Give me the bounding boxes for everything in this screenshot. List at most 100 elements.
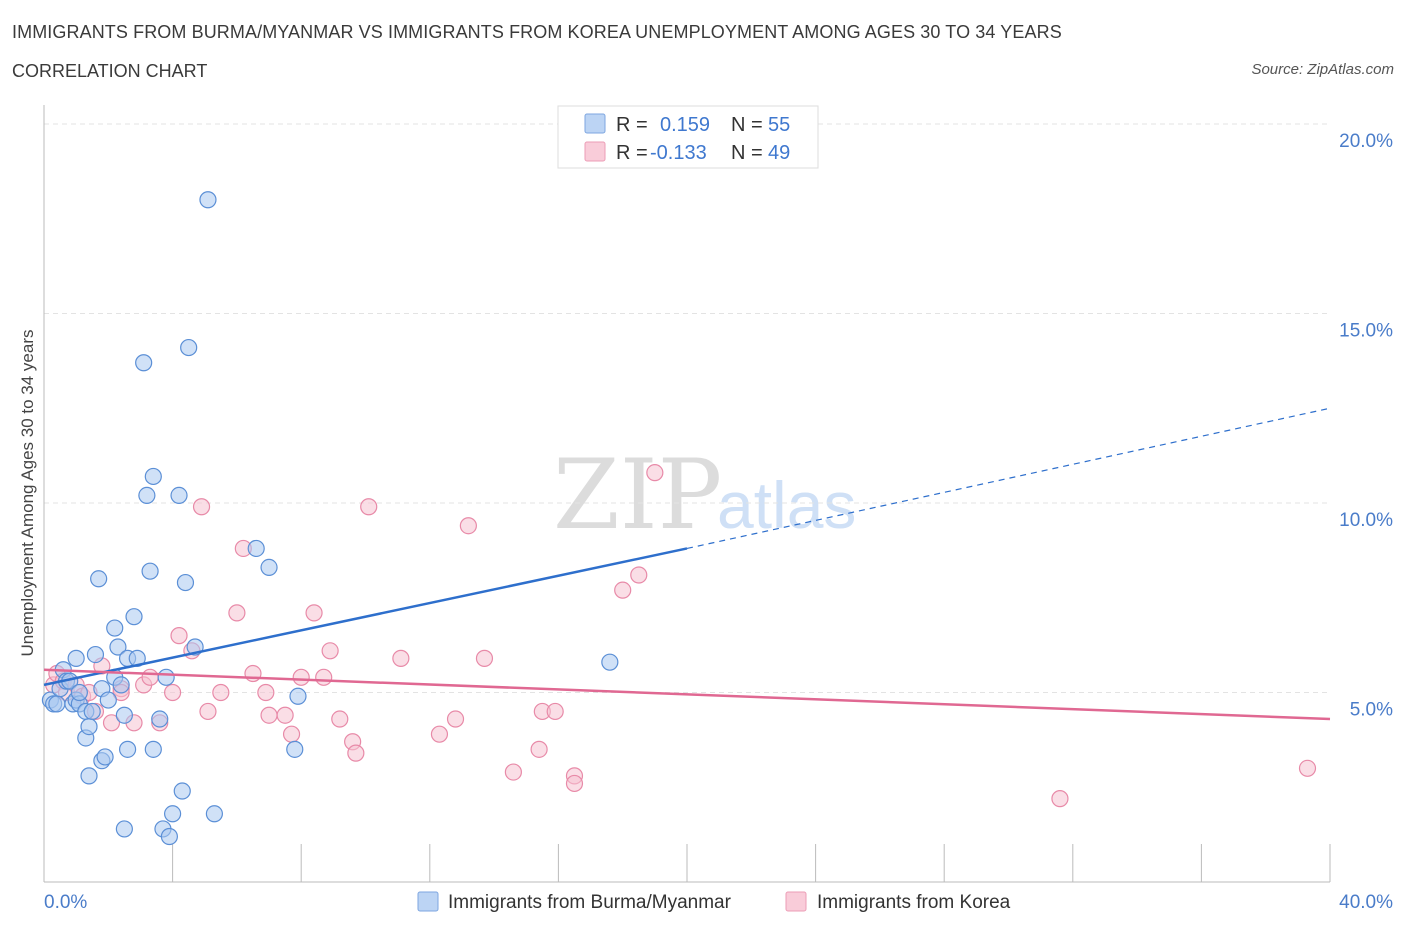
korea-point[interactable] — [1298, 759, 1317, 777]
burma-point[interactable] — [67, 649, 85, 667]
korea-point[interactable] — [459, 517, 477, 535]
watermark-zip: ZIP — [553, 439, 722, 551]
burma-point[interactable] — [144, 740, 162, 758]
y-tick-label: 5.0% — [1350, 699, 1393, 720]
korea-point[interactable] — [646, 464, 664, 482]
korea-point[interactable] — [360, 498, 378, 516]
burma-point[interactable] — [70, 683, 88, 702]
burma-point[interactable] — [151, 710, 169, 728]
korea-point[interactable] — [282, 725, 301, 743]
bottom-legend-swatch-burma[interactable] — [417, 891, 439, 912]
bottom-legend-swatch-korea[interactable] — [785, 891, 807, 912]
korea-point[interactable] — [565, 774, 584, 793]
legend-n-label-burma: N = — [731, 114, 763, 136]
legend-r-value-burma: 0.159 — [660, 114, 710, 136]
korea-point[interactable] — [430, 725, 449, 743]
korea-point[interactable] — [199, 702, 217, 721]
burma-point[interactable] — [115, 706, 133, 724]
korea-point[interactable] — [347, 744, 365, 762]
burma-point[interactable] — [260, 558, 278, 577]
korea-point[interactable] — [141, 668, 159, 686]
korea-point[interactable] — [164, 683, 182, 702]
korea-point[interactable] — [315, 668, 333, 686]
bottom-legend-label-korea[interactable]: Immigrants from Korea — [817, 892, 1011, 913]
korea-point[interactable] — [546, 702, 564, 721]
korea-point[interactable] — [170, 627, 188, 645]
burma-point[interactable] — [118, 740, 137, 758]
y-tick-labels: 5.0% 10.0% 15.0% 20.0% — [1339, 131, 1393, 721]
korea-point[interactable] — [630, 566, 648, 584]
burma-point[interactable] — [48, 695, 66, 713]
korea-point[interactable] — [292, 668, 310, 686]
burma-point[interactable] — [160, 827, 178, 846]
burma-point[interactable] — [170, 486, 188, 504]
burma-point[interactable] — [176, 573, 195, 592]
korea-point[interactable] — [276, 706, 294, 724]
burma-point[interactable] — [205, 805, 223, 823]
burma-point[interactable] — [601, 653, 619, 671]
correlation-legend: R = 0.159 N = 55 R = -0.133 N = 49 — [557, 105, 819, 169]
korea-point[interactable] — [1051, 790, 1069, 808]
korea-point[interactable] — [475, 649, 494, 667]
trendlines — [43, 407, 1331, 721]
legend-swatch-korea — [584, 141, 606, 162]
watermark-atlas: atlas — [717, 468, 856, 542]
legend-swatch-burma — [584, 113, 606, 134]
korea-point[interactable] — [331, 710, 349, 728]
x-ticks — [43, 844, 1331, 882]
legend-n-label-korea: N = — [731, 142, 763, 164]
source-credit: Source: ZipAtlas.com — [1251, 61, 1394, 78]
burma-point[interactable] — [83, 702, 101, 721]
korea-point[interactable] — [212, 683, 230, 702]
burma-trendline — [43, 547, 688, 687]
korea-point[interactable] — [192, 498, 211, 516]
burma-point[interactable] — [90, 570, 108, 588]
y-axis-label: Unemployment Among Ages 30 to 34 years — [18, 330, 37, 657]
burma-point[interactable] — [80, 717, 98, 736]
korea-point[interactable] — [446, 710, 465, 728]
chart-title: IMMIGRANTS FROM BURMA/MYANMAR VS IMMIGRA… — [12, 22, 1062, 42]
chart-subtitle: CORRELATION CHART — [12, 61, 208, 81]
burma-point[interactable] — [247, 539, 265, 558]
burma-point[interactable] — [157, 668, 175, 686]
korea-point[interactable] — [102, 714, 121, 732]
legend-n-value-korea: 49 — [768, 142, 790, 164]
burma-point[interactable] — [144, 467, 162, 486]
burma-point[interactable] — [164, 805, 182, 823]
korea-point[interactable] — [530, 740, 548, 758]
korea-point[interactable] — [614, 581, 632, 599]
burma-point[interactable] — [138, 486, 156, 504]
burma-point[interactable] — [86, 645, 105, 664]
legend-n-value-burma: 55 — [768, 114, 790, 136]
korea-point[interactable] — [260, 706, 278, 724]
burma-point[interactable] — [96, 748, 114, 766]
burma-point[interactable] — [289, 687, 307, 705]
burma-point[interactable] — [115, 820, 133, 838]
burma-point[interactable] — [125, 608, 143, 626]
burma-point[interactable] — [80, 767, 98, 785]
korea-point[interactable] — [257, 683, 275, 702]
burma-point[interactable] — [286, 740, 304, 758]
korea-point[interactable] — [305, 604, 323, 622]
y-tick-label: 20.0% — [1339, 131, 1393, 152]
burma-point[interactable] — [109, 638, 127, 656]
korea-point[interactable] — [392, 649, 410, 667]
y-tick-label: 10.0% — [1339, 510, 1393, 531]
burma-point[interactable] — [199, 191, 217, 209]
burma-point[interactable] — [106, 619, 124, 637]
y-tick-label: 15.0% — [1339, 320, 1393, 341]
x-tick-label-max: 40.0% — [1339, 892, 1393, 913]
burma-point[interactable] — [173, 782, 191, 800]
legend-r-value-korea: -0.133 — [650, 142, 707, 164]
korea-trendline — [43, 668, 1331, 721]
bottom-legend-label-burma[interactable]: Immigrants from Burma/Myanmar — [448, 892, 732, 913]
burma-point[interactable] — [135, 354, 153, 372]
burma-point[interactable] — [99, 691, 117, 709]
korea-point[interactable] — [321, 642, 339, 660]
burma-point[interactable] — [180, 338, 198, 357]
burma-point[interactable] — [112, 676, 130, 694]
burma-point[interactable] — [141, 562, 159, 580]
korea-point[interactable] — [504, 763, 522, 781]
korea-point[interactable] — [228, 604, 246, 622]
